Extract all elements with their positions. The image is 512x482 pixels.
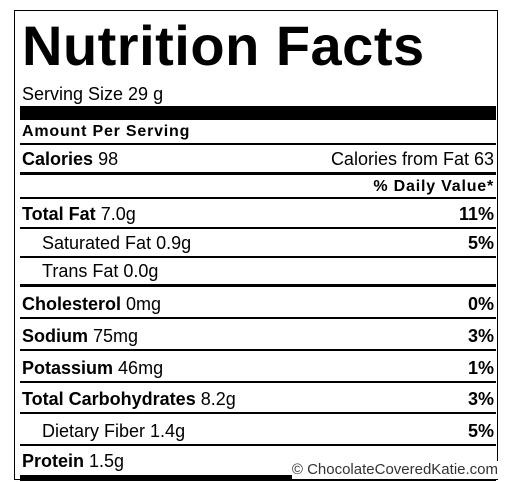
nutrient-row: Protein 1.5g xyxy=(22,450,124,472)
nutrient-label: Cholesterol xyxy=(22,294,122,314)
nutrient-amount: 0.9g xyxy=(156,233,192,253)
daily-value: 5% xyxy=(467,233,494,253)
serving-size: Serving Size 29 g xyxy=(22,84,164,104)
rule xyxy=(20,172,496,175)
nutrient-row: Total Fat 7.0g xyxy=(22,203,136,225)
thick-rule xyxy=(20,106,496,120)
nutrient-amount: 1.5g xyxy=(89,451,125,471)
calories-label: Calories xyxy=(22,149,94,169)
nutrient-row: Trans Fat 0.0g xyxy=(42,260,158,282)
nutrient-label: Protein xyxy=(22,451,85,471)
nutrient-amount: 75mg xyxy=(93,326,139,346)
nutrient-label: Total Fat xyxy=(22,204,96,224)
nutrient-amount: 8.2g xyxy=(200,389,236,409)
nutrient-label: Potassium xyxy=(22,358,114,378)
daily-value: 11% xyxy=(458,204,494,224)
rule xyxy=(20,317,496,319)
daily-value: 3% xyxy=(467,326,494,346)
daily-value-header: % Daily Value* xyxy=(373,178,494,195)
nutrient-amount: 1.4g xyxy=(150,421,186,441)
nutrient-row: Dietary Fiber 1.4g xyxy=(42,420,185,442)
nutrient-amount: 0.0g xyxy=(123,261,159,281)
title: Nutrition Facts xyxy=(22,14,425,77)
nutrient-label: Total Carbohydrates xyxy=(22,389,196,409)
nutrient-amount: 0mg xyxy=(126,294,162,314)
rule xyxy=(20,227,496,229)
daily-value: 3% xyxy=(467,389,494,409)
calories: Calories 98 xyxy=(22,148,118,170)
rule xyxy=(20,444,496,446)
calories-amount: 98 xyxy=(98,149,119,169)
rule xyxy=(20,256,496,258)
daily-value: 1% xyxy=(467,358,494,378)
nutrient-row: Saturated Fat 0.9g xyxy=(42,232,191,254)
watermark: © ChocolateCoveredKatie.com xyxy=(291,461,498,479)
calories-from-fat: Calories from Fat 63 xyxy=(330,149,494,169)
rule xyxy=(20,412,496,414)
nutrient-row: Cholesterol 0mg xyxy=(22,293,161,315)
nutrient-row: Potassium 46mg xyxy=(22,357,163,379)
rule xyxy=(20,197,496,199)
nutrient-amount: 46mg xyxy=(118,358,164,378)
rule xyxy=(20,284,496,287)
nutrient-label: Dietary Fiber xyxy=(42,421,146,441)
amount-per-serving: Amount Per Serving xyxy=(22,123,191,140)
daily-value: 0% xyxy=(467,294,494,314)
rule xyxy=(20,381,496,383)
rule xyxy=(20,143,496,145)
nutrient-label: Saturated Fat xyxy=(42,233,152,253)
nutrient-label: Sodium xyxy=(22,326,88,346)
nutrient-amount: 7.0g xyxy=(100,204,136,224)
daily-value: 5% xyxy=(467,421,494,441)
thick-rule xyxy=(20,475,496,481)
nutrient-row: Total Carbohydrates 8.2g xyxy=(22,388,236,410)
nutrient-label: Trans Fat xyxy=(42,261,119,281)
nutrient-row: Sodium 75mg xyxy=(22,325,138,347)
rule xyxy=(20,349,496,351)
